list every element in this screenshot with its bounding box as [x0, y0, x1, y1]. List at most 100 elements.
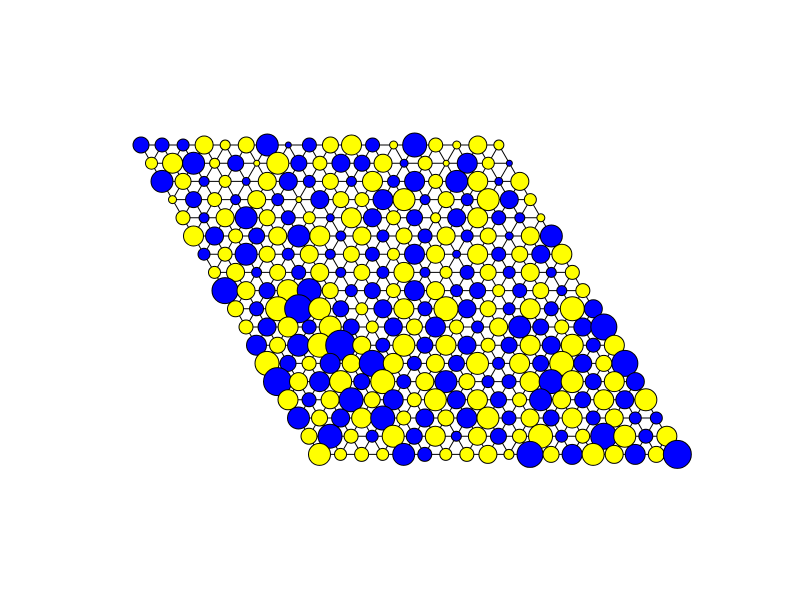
site	[194, 135, 214, 155]
site	[480, 337, 496, 353]
site	[467, 426, 487, 446]
site	[604, 408, 624, 428]
site	[342, 245, 360, 263]
site	[393, 261, 415, 283]
site	[446, 390, 466, 410]
site	[560, 333, 584, 357]
site	[573, 353, 593, 373]
site	[291, 264, 307, 280]
site	[437, 191, 455, 209]
site	[258, 209, 276, 227]
site	[329, 370, 353, 394]
site	[508, 315, 532, 339]
site	[478, 444, 498, 464]
site	[176, 138, 190, 152]
site	[248, 227, 266, 245]
site	[449, 319, 464, 335]
site	[253, 159, 261, 167]
site	[501, 374, 517, 390]
site	[468, 135, 488, 155]
site	[543, 301, 559, 317]
site	[145, 156, 158, 170]
site	[354, 192, 370, 208]
site	[230, 194, 242, 206]
site	[624, 443, 646, 465]
site	[385, 283, 401, 299]
site	[198, 212, 210, 224]
site	[287, 224, 311, 248]
site	[278, 171, 298, 191]
site	[197, 247, 211, 261]
site	[217, 246, 233, 262]
site	[417, 301, 433, 317]
site	[442, 159, 450, 167]
site	[581, 442, 605, 466]
site	[383, 317, 403, 337]
site	[150, 169, 174, 193]
site	[321, 172, 339, 190]
site	[300, 427, 318, 445]
site	[404, 170, 426, 192]
site	[387, 174, 401, 188]
site	[417, 155, 433, 171]
site	[532, 318, 550, 336]
site	[320, 390, 340, 410]
site	[402, 132, 428, 158]
site	[450, 430, 462, 442]
site	[479, 227, 497, 245]
site	[258, 282, 276, 300]
site	[299, 244, 319, 264]
site	[491, 246, 507, 262]
site	[583, 299, 603, 319]
site	[403, 280, 425, 302]
site	[246, 334, 267, 356]
site	[560, 370, 584, 394]
site	[325, 213, 335, 223]
site	[638, 428, 654, 444]
site	[354, 446, 370, 462]
site	[372, 189, 394, 211]
site	[363, 282, 381, 300]
site	[545, 266, 557, 278]
site	[370, 369, 396, 395]
site	[559, 296, 585, 322]
site	[226, 262, 246, 282]
site	[542, 445, 560, 463]
site	[376, 265, 390, 279]
site	[404, 243, 425, 265]
site	[493, 139, 505, 151]
site	[373, 299, 393, 319]
site	[457, 299, 477, 319]
site	[268, 226, 288, 246]
site	[539, 224, 563, 248]
site	[460, 193, 474, 207]
site	[279, 354, 297, 372]
site	[310, 262, 330, 282]
site	[289, 372, 309, 392]
site	[467, 170, 489, 192]
site	[255, 133, 279, 157]
site	[502, 265, 516, 279]
site	[228, 228, 244, 244]
site	[237, 136, 255, 154]
site	[523, 193, 537, 207]
site	[332, 191, 350, 209]
site	[434, 370, 458, 394]
site	[575, 428, 591, 444]
site	[269, 336, 287, 354]
site	[471, 320, 485, 334]
site	[499, 190, 519, 210]
site	[467, 243, 489, 265]
site	[466, 389, 488, 411]
site	[353, 154, 371, 172]
site	[574, 391, 592, 409]
site	[209, 157, 221, 169]
site	[479, 263, 497, 281]
site	[551, 243, 573, 265]
site	[168, 195, 177, 205]
site	[215, 208, 235, 228]
site	[162, 152, 184, 174]
lattice-nodes	[132, 132, 692, 469]
site	[406, 355, 422, 371]
